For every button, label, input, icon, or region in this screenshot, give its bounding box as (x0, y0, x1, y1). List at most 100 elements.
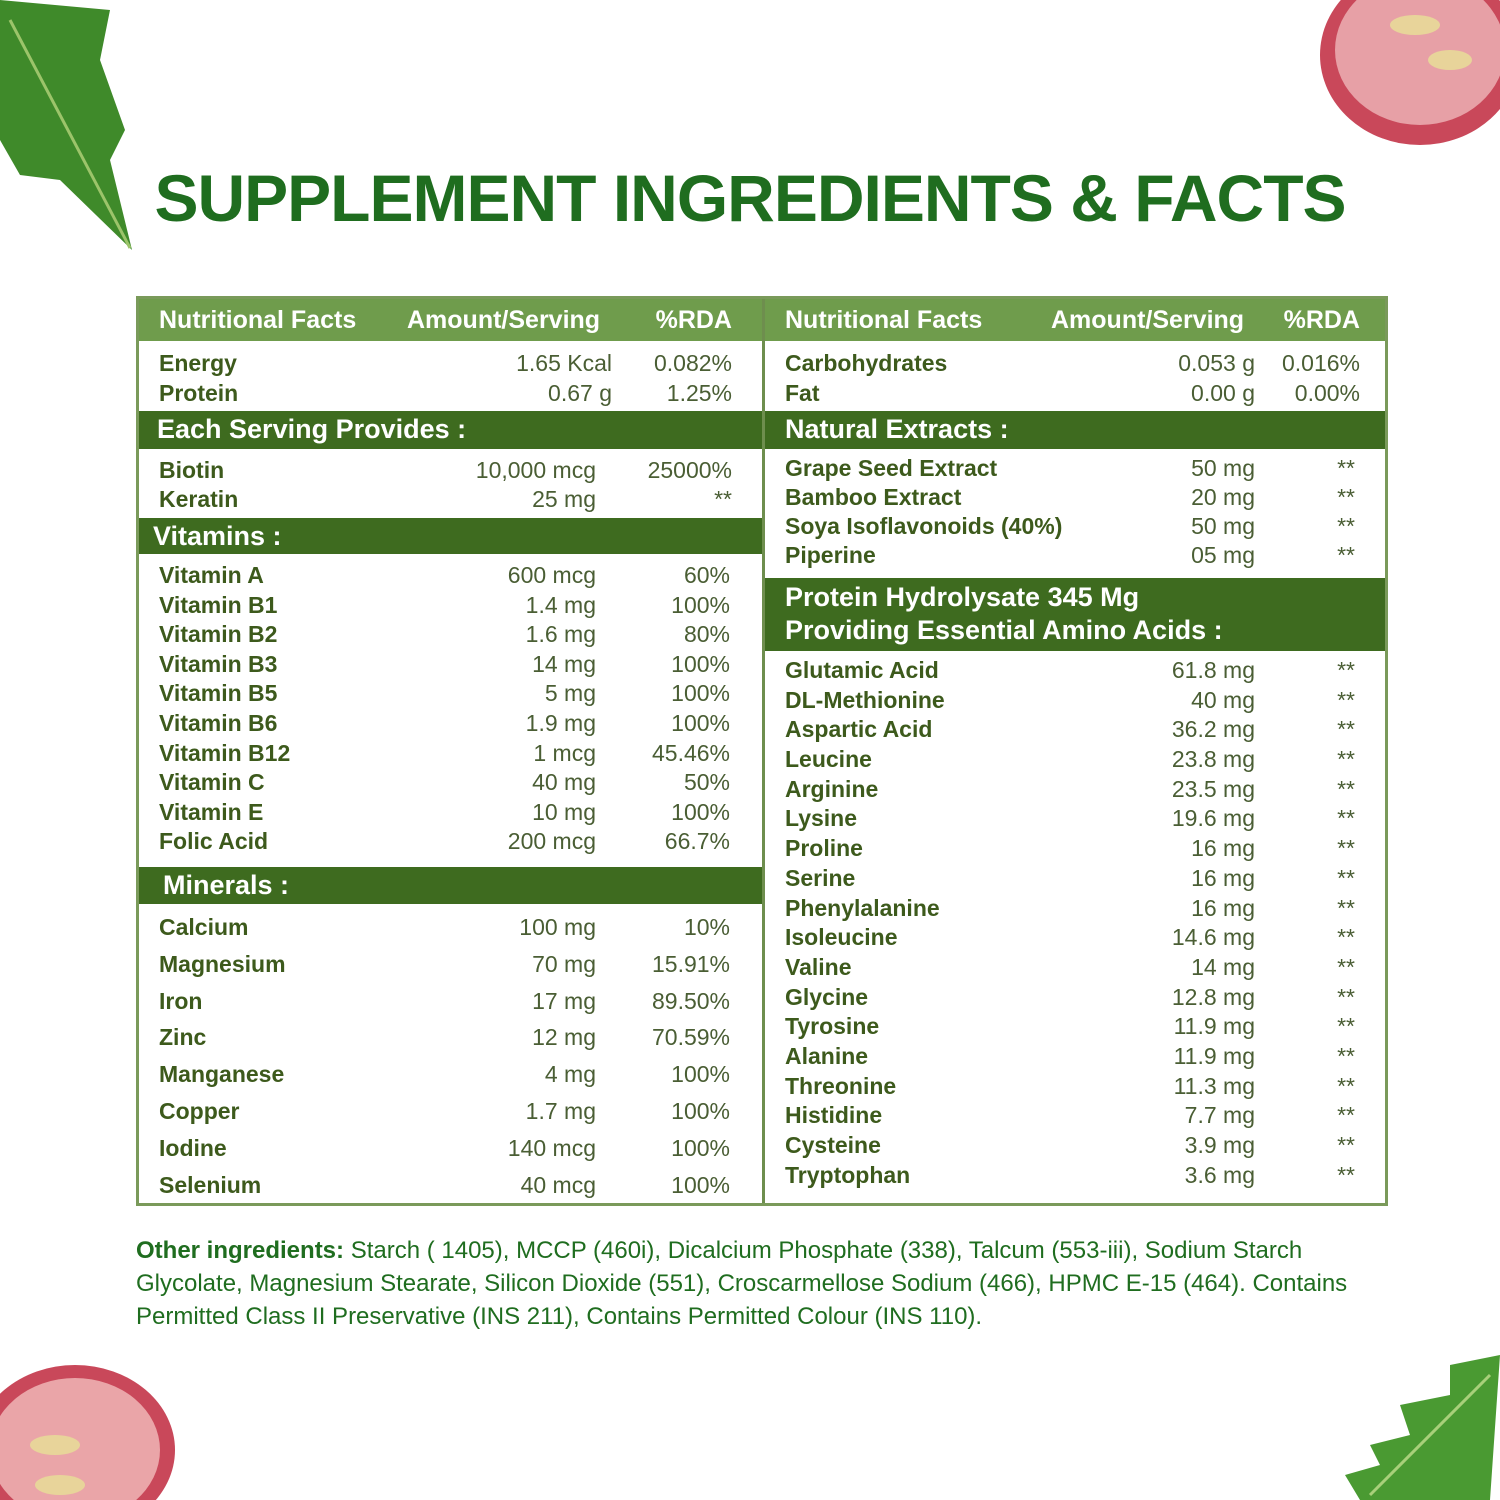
rda: ** (1337, 542, 1355, 568)
nutrient-name: Serine (785, 864, 856, 891)
basic-row: Energy 1.65 Kcal 0.082% (139, 348, 762, 378)
vitamin-row: Vitamin C 40 mg 50% (139, 768, 762, 798)
rda: 0.016% (1281, 350, 1360, 376)
basic-row: Carbohydrates 0.053 g 0.016% (765, 348, 1385, 378)
amount: 36.2 mg (1171, 716, 1255, 743)
amino-acid-row: Leucine 23.8 mg ** (765, 745, 1385, 775)
extract-row: Bamboo Extract 20 mg ** (765, 483, 1385, 512)
amount: 5 mg (544, 680, 596, 707)
amino-acid-row: Glutamic Acid 61.8 mg ** (765, 656, 1385, 686)
basic-rows: Carbohydrates 0.053 g 0.016% Fat 0.00 g 0.00% (765, 348, 1385, 408)
nutrient-name: Tryptophan (785, 1161, 911, 1188)
extract-row: Soya Isoflavonoids (40%) 50 mg ** (765, 512, 1385, 541)
amino-acid-row: Valine 14 mg ** (765, 953, 1385, 983)
nutrient-name: DL-Methionine (785, 686, 945, 713)
supplement-facts-table: Nutritional Facts Amount/Serving %RDA Ea… (136, 296, 1388, 1206)
amount: 140 mcg (507, 1134, 596, 1161)
header-name: Nutritional Facts (159, 306, 357, 334)
nutrient-name: Soya Isoflavonoids (40%) (785, 513, 1063, 539)
amino-acid-row: Phenylalanine 16 mg ** (765, 894, 1385, 924)
amount: 1.4 mg (525, 591, 596, 618)
nutrient-name: Manganese (159, 1061, 285, 1088)
rda: 100% (671, 680, 730, 707)
amount: 10,000 mcg (475, 457, 596, 483)
rda: 10% (683, 914, 730, 940)
nutrient-name: Phenylalanine (785, 894, 940, 921)
rda: 0.00% (1294, 380, 1360, 406)
right-column: Nutritional Facts Amount/Serving %RDA Na… (762, 299, 1385, 1203)
rda: 100% (671, 1171, 730, 1198)
rda: 100% (671, 650, 730, 677)
section-each-serving: Each Serving Provides : (139, 411, 762, 449)
nutrient-name: Zinc (159, 1024, 207, 1051)
amino-acid-rows: Glutamic Acid 61.8 mg ** DL-Methionine 40 mg… (765, 656, 1385, 1190)
other-ingredients: Other ingredients: Starch ( 1405), MCCP … (136, 1234, 1396, 1333)
nutrient-name: Vitamin B6 (159, 709, 278, 736)
rda: ** (1337, 513, 1355, 539)
amount: 0.053 g (1178, 350, 1255, 376)
rda: ** (1337, 805, 1355, 832)
rda: 100% (671, 591, 730, 618)
vitamin-row: Vitamin A 600 mcg 60% (139, 561, 762, 591)
amount: 11.9 mg (1173, 1042, 1255, 1069)
mineral-row: Selenium 40 mcg 100% (139, 1167, 762, 1204)
amount: 23.5 mg (1171, 775, 1255, 802)
serving-row: Biotin 10,000 mcg 25000% (139, 456, 762, 485)
nutrient-name: Calcium (159, 914, 249, 940)
mineral-row: Iodine 140 mcg 100% (139, 1130, 762, 1167)
nutrient-name: Biotin (159, 457, 225, 483)
nutrient-name: Threonine (785, 1072, 897, 1099)
left-column: Nutritional Facts Amount/Serving %RDA Ea… (139, 299, 762, 1203)
header-name: Nutritional Facts (785, 306, 983, 334)
amount: 23.8 mg (1171, 746, 1255, 773)
amino-acid-row: Tryptophan 3.6 mg ** (765, 1161, 1385, 1191)
vitamin-row: Folic Acid 200 mcg 66.7% (139, 827, 762, 857)
rda: ** (1337, 716, 1355, 743)
amino-title-line-1: Protein Hydrolysate 345 Mg (785, 582, 1140, 612)
amount: 3.6 mg (1184, 1161, 1255, 1188)
vitamin-row: Vitamin B6 1.9 mg 100% (139, 709, 762, 739)
rda: ** (1337, 1042, 1355, 1069)
amount: 16 mg (1191, 894, 1255, 921)
nutrient-name: Glycine (785, 983, 869, 1010)
nutrient-name: Arginine (785, 775, 879, 802)
nutrient-name: Vitamin B1 (159, 591, 278, 618)
nutrient-name: Vitamin C (159, 769, 265, 796)
vitamin-row: Vitamin B2 1.6 mg 80% (139, 620, 762, 650)
nutrient-name: Folic Acid (159, 828, 269, 855)
rda: 66.7% (664, 828, 730, 855)
rda: ** (1337, 1102, 1355, 1129)
nutrient-name: Copper (159, 1097, 240, 1124)
rda: ** (1337, 484, 1355, 510)
rda: ** (1337, 657, 1355, 683)
amino-acid-row: Tyrosine 11.9 mg ** (765, 1012, 1385, 1042)
amount: 16 mg (1191, 864, 1255, 891)
rda: ** (1337, 924, 1355, 951)
mineral-row: Calcium 100 mg 10% (139, 909, 762, 946)
nutrient-name: Fat (785, 380, 820, 406)
section-natural-extracts: Natural Extracts : (765, 411, 1385, 449)
nutrient-name: Keratin (159, 486, 239, 512)
amino-acid-row: Proline 16 mg ** (765, 834, 1385, 864)
nutrient-name: Grape Seed Extract (785, 455, 998, 481)
rda: ** (1337, 1132, 1355, 1158)
rda: ** (714, 486, 732, 512)
nutrient-name: Energy (159, 350, 237, 376)
amount: 1 mcg (533, 739, 596, 766)
amount: 14.6 mg (1171, 924, 1255, 951)
amount: 19.6 mg (1171, 805, 1255, 832)
amount: 1.65 Kcal (516, 350, 612, 376)
section-amino-acids: Protein Hydrolysate 345 Mg Providing Ess… (765, 578, 1385, 651)
amino-acid-row: Threonine 11.3 mg ** (765, 1072, 1385, 1102)
nutrient-name: Magnesium (159, 950, 286, 977)
nutrient-name: Bamboo Extract (785, 484, 962, 510)
page-title: SUPPLEMENT INGREDIENTS & FACTS (154, 161, 1346, 235)
amount: 10 mg (532, 798, 596, 825)
nutrient-name: Glutamic Acid (785, 657, 939, 683)
nutrient-name: Leucine (785, 746, 872, 773)
nutrient-name: Vitamin E (159, 798, 264, 825)
mineral-row: Zinc 12 mg 70.59% (139, 1019, 762, 1056)
rda: 45.46% (651, 739, 730, 766)
amount: 25 mg (532, 486, 596, 512)
rda: ** (1337, 983, 1355, 1010)
